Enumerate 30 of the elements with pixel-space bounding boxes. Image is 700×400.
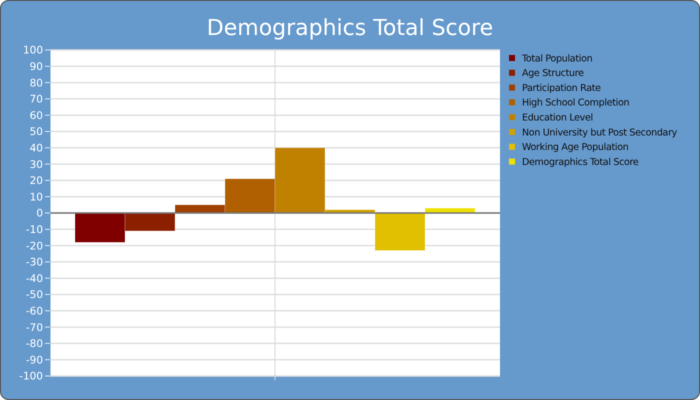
y-tick-label: -30 [26,256,43,269]
legend-label: Working Age Population [522,142,629,154]
legend-label: Non University but Post Secondary [522,127,678,138]
y-tick-label: 40 [30,142,43,154]
y-tick-label: 50 [30,126,43,138]
y-tick-label: -10 [26,224,43,236]
legend-label: High School Completion [522,98,630,109]
legend-label: Age Structure [522,68,584,80]
legend-label: Participation Rate [522,82,602,94]
y-tick-label: -70 [26,322,43,334]
y-tick-label: 20 [30,175,43,188]
y-tick-label: -40 [26,272,43,285]
y-tick-label: 60 [30,110,43,122]
legend-label: Demographics Total Score [522,156,639,168]
y-tick-label: 70 [30,94,43,106]
y-tick-label: 30 [30,158,43,171]
y-tick-label: -50 [26,289,43,302]
y-tick-label: 10 [30,191,43,204]
legend-label: Total Population [521,53,593,64]
y-tick-label: 80 [30,77,43,90]
y-tick-label: -20 [26,240,43,252]
y-tick-label: -80 [26,338,43,350]
legend-label: Education Level [522,112,593,124]
y-tick-label: -60 [26,305,43,318]
y-tick-label: -100 [19,370,43,383]
y-tick-label: 0 [36,208,43,220]
y-tick-label: -90 [26,354,43,366]
chart-title: Demographics Total Score [206,16,494,41]
y-tick-label: 90 [30,60,43,73]
y-tick-label: 100 [22,44,43,57]
